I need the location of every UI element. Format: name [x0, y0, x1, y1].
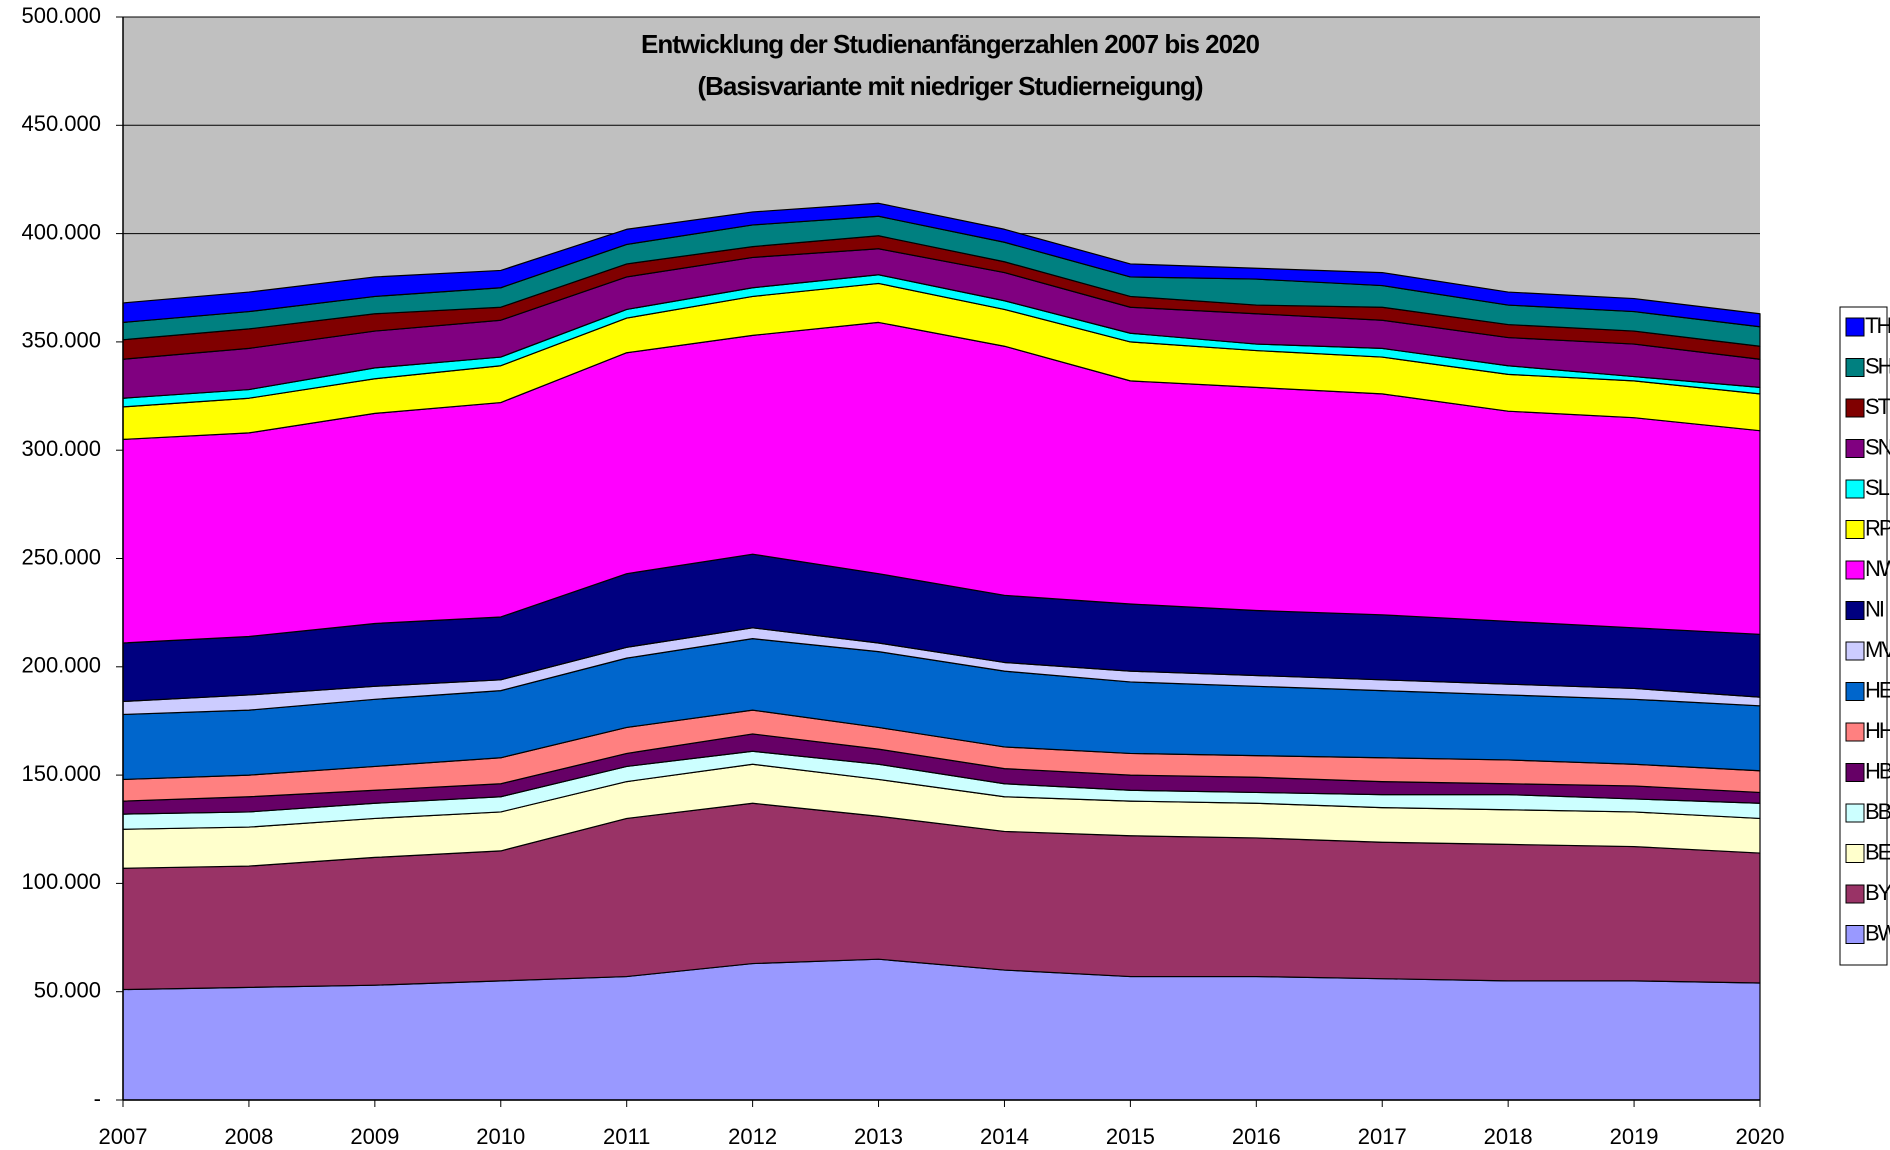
axes: - 50.000 100.000 150.000 200.000 250.000 300.0…	[21, 3, 1784, 1149]
legend-label: SL	[1865, 475, 1890, 500]
legend-swatch	[1845, 722, 1865, 742]
y-tick-label: 400.000	[21, 219, 101, 244]
legend-swatch	[1845, 884, 1865, 904]
x-tick-label: 2018	[1484, 1124, 1533, 1149]
legend-label: TH	[1865, 313, 1890, 338]
legend-label: SN	[1865, 434, 1890, 459]
legend-swatch	[1845, 317, 1865, 337]
legend-swatch	[1845, 439, 1865, 458]
legend-swatch	[1845, 844, 1865, 863]
legend-swatch	[1845, 763, 1865, 782]
y-tick-label: 150.000	[21, 761, 101, 786]
legend-swatch	[1845, 398, 1865, 418]
x-tick-label: 2010	[476, 1124, 525, 1149]
x-tick-label: 2017	[1358, 1124, 1407, 1149]
legend-label: HB	[1865, 758, 1890, 783]
legend-swatch	[1845, 925, 1865, 944]
legend-label: BY	[1865, 880, 1890, 905]
legend-swatch	[1845, 479, 1865, 499]
x-tick-label: 2014	[980, 1124, 1029, 1149]
legend-label: MV	[1865, 637, 1890, 662]
legend-label: BB	[1865, 799, 1890, 824]
y-tick-label: 450.000	[21, 111, 101, 136]
x-tick-label: 2012	[728, 1124, 777, 1149]
x-tick-label: 2013	[854, 1124, 903, 1149]
areas	[122, 202, 1761, 1101]
legend-swatch	[1845, 641, 1865, 661]
legend-label: NW	[1865, 556, 1890, 581]
y-tick-label: 50.000	[34, 978, 101, 1003]
y-tick-label: 250.000	[21, 544, 101, 569]
x-tick-label: 2009	[350, 1124, 399, 1149]
y-tick-label: -	[94, 1086, 101, 1111]
y-tick-label: 300.000	[21, 436, 101, 461]
legend: TH SH ST SN SL RP NW NI MV HE HH HB BB BE BY BW	[1839, 306, 1890, 966]
legend-swatch	[1845, 601, 1865, 620]
y-tick-label: 100.000	[21, 869, 101, 894]
legend-label: RP	[1865, 515, 1890, 540]
legend-swatch	[1845, 520, 1865, 539]
chart-title: Entwicklung der Studienanfängerzahlen 20…	[641, 29, 1260, 59]
legend-swatch	[1845, 803, 1865, 823]
legend-label: NI	[1865, 596, 1884, 621]
y-tick-label: 350.000	[21, 328, 101, 353]
legend-swatch	[1845, 560, 1865, 580]
legend-label: SH	[1865, 353, 1890, 378]
x-tick-label: 2016	[1232, 1124, 1281, 1149]
legend-label: ST	[1865, 394, 1890, 419]
y-tick-label: 500.000	[21, 3, 101, 28]
chart-subtitle: (Basisvariante mit niedriger Studierneig…	[698, 71, 1203, 101]
legend-label: HH	[1865, 718, 1890, 743]
legend-label: BE	[1865, 839, 1890, 864]
legend-label: BW	[1865, 920, 1890, 945]
legend-swatch	[1845, 682, 1865, 701]
x-tick-label: 2011	[603, 1124, 650, 1149]
x-tick-label: 2007	[99, 1124, 148, 1149]
y-tick-label: 200.000	[21, 653, 101, 678]
x-tick-label: 2008	[224, 1124, 273, 1149]
x-tick-label: 2015	[1106, 1124, 1155, 1149]
legend-swatch	[1845, 358, 1865, 377]
x-tick-label: 2020	[1736, 1124, 1785, 1149]
area	[122, 202, 1761, 328]
legend-label: HE	[1865, 677, 1890, 702]
x-tick-label: 2019	[1610, 1124, 1659, 1149]
